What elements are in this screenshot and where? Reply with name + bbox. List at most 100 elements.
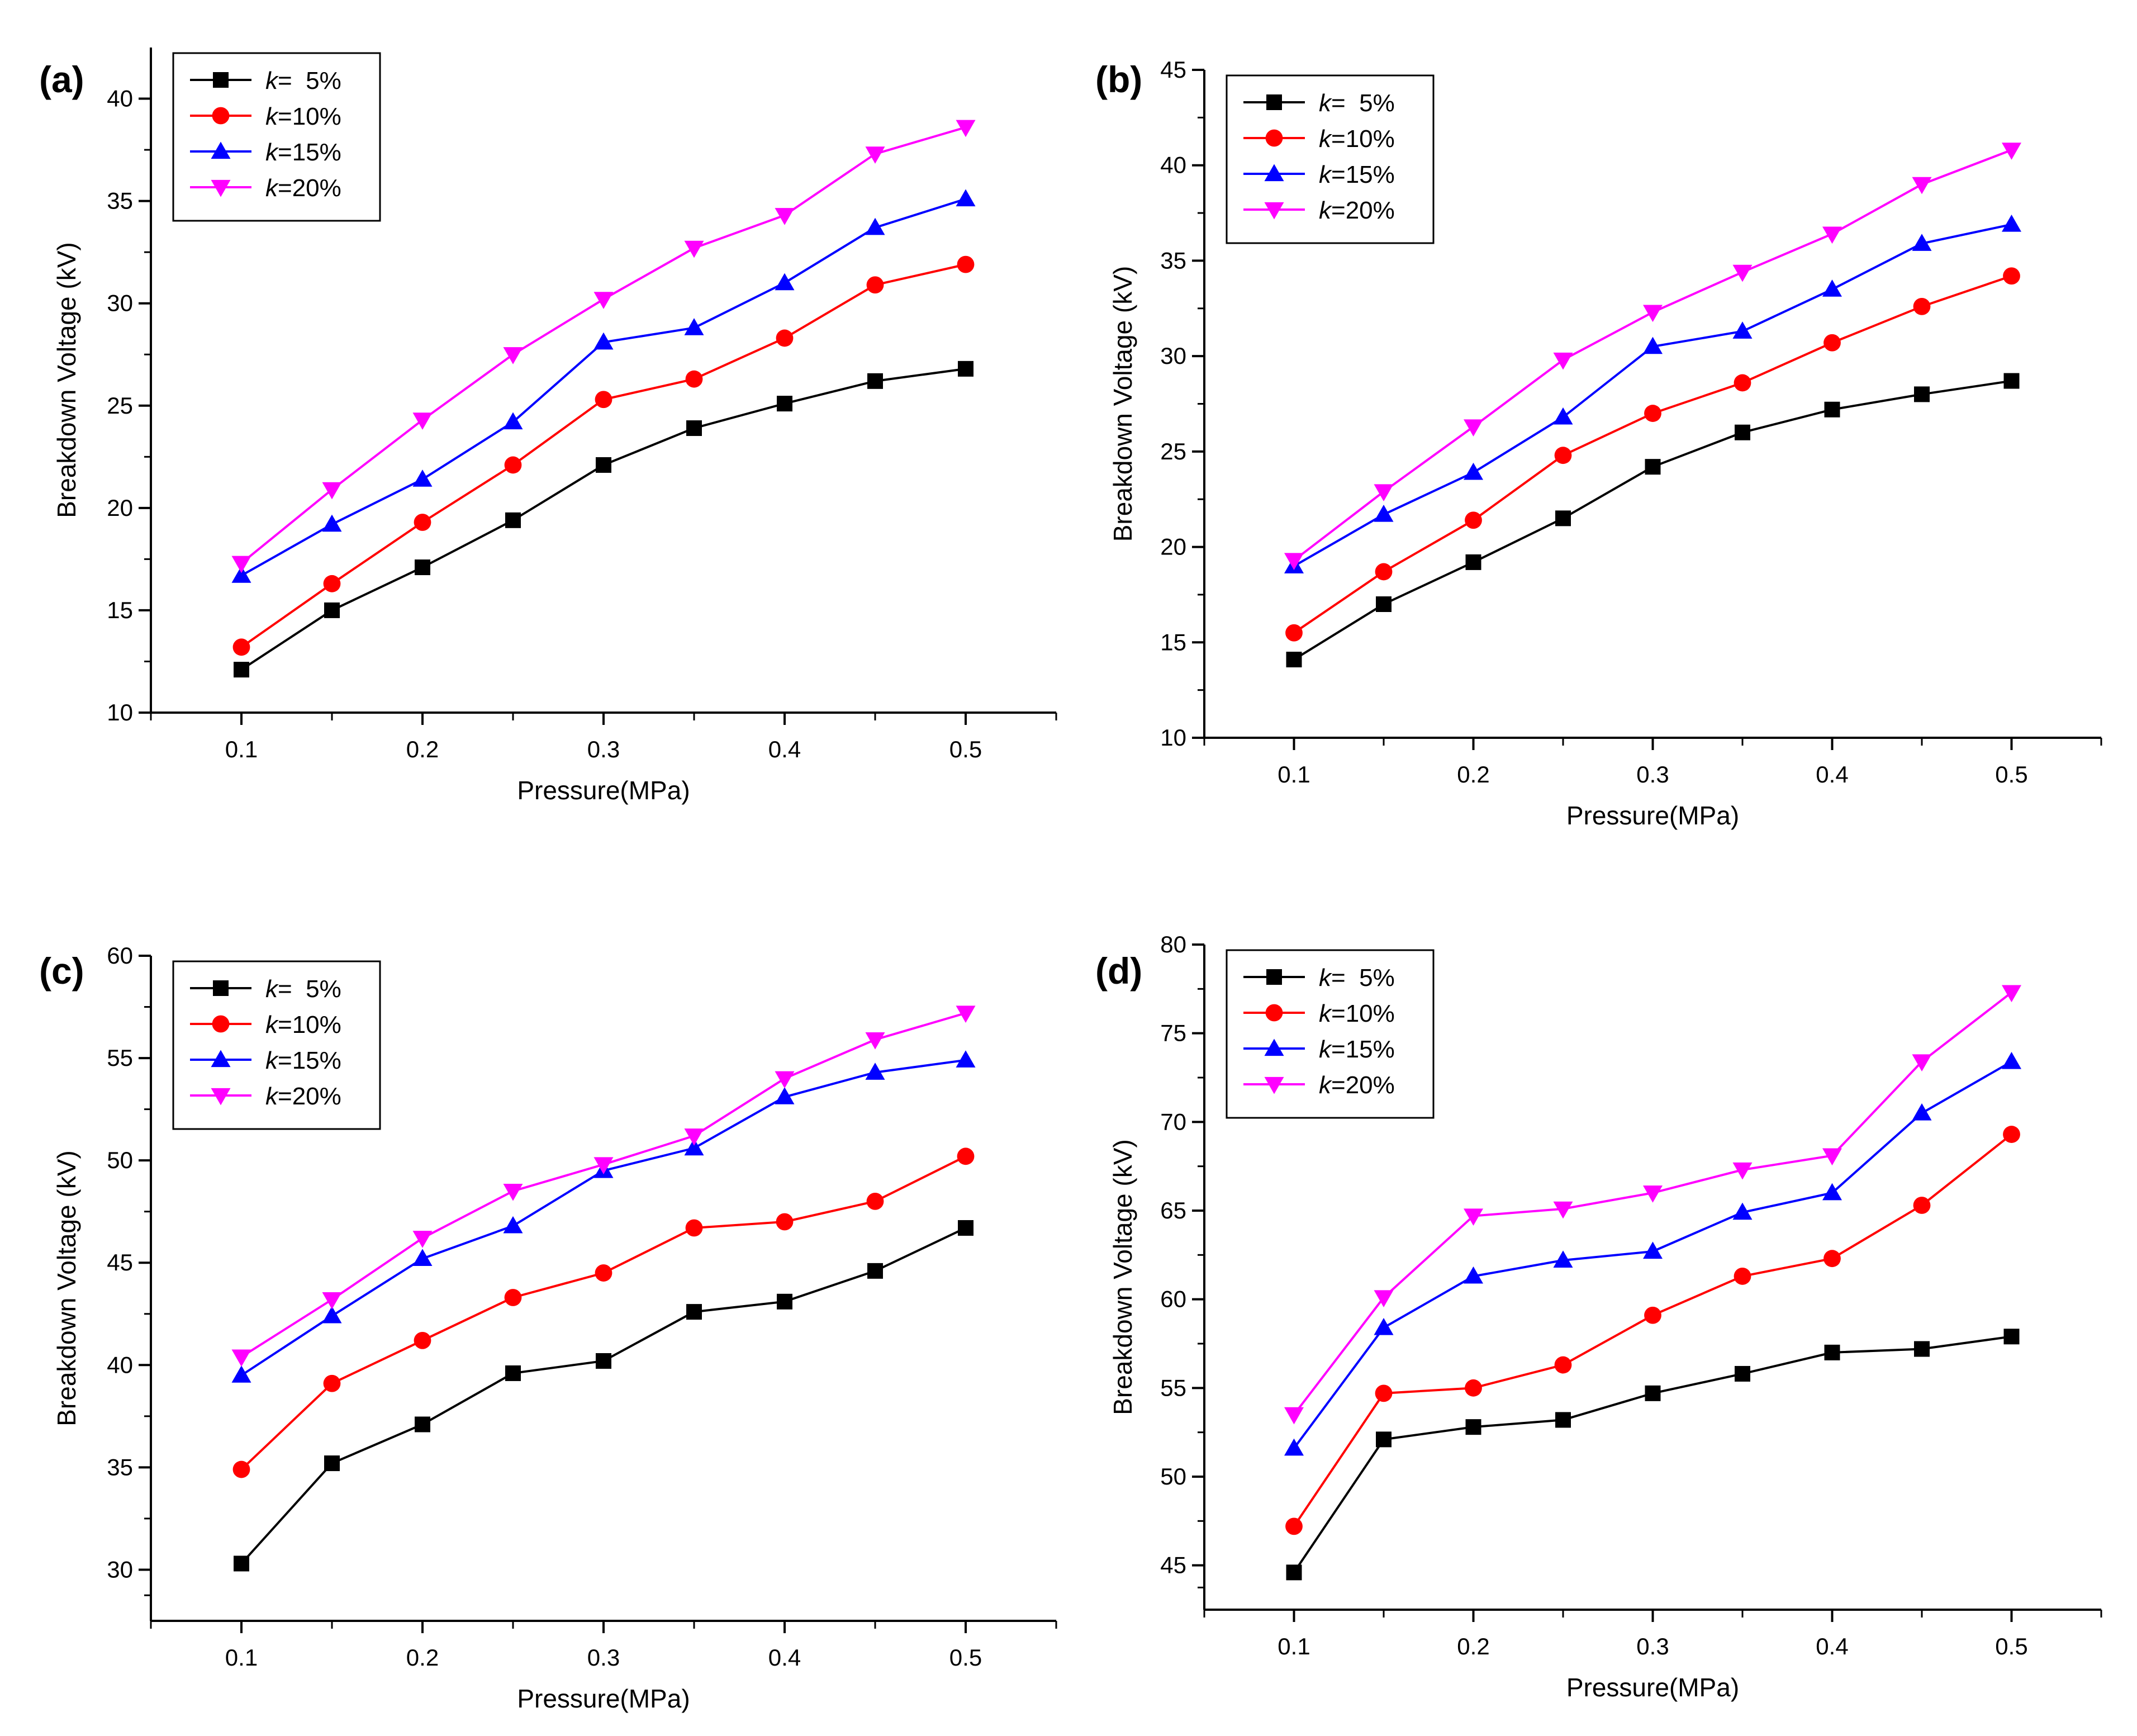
- data-point: [956, 1050, 976, 1068]
- data-point: [1553, 1201, 1573, 1219]
- legend-entry: k=15%: [190, 139, 341, 166]
- y-tick-label: 25: [1160, 438, 1186, 464]
- data-point: [686, 1304, 702, 1320]
- legend-label: k=15%: [265, 139, 341, 166]
- data-point: [412, 469, 433, 487]
- data-point: [1374, 505, 1394, 522]
- legend-label: k= 5%: [265, 67, 341, 94]
- data-point: [1913, 1197, 1931, 1214]
- legend-marker: [211, 141, 231, 159]
- x-tick-label: 0.5: [1995, 1633, 2027, 1659]
- legend: k= 5% k=10% k=15% k=20%: [172, 960, 381, 1130]
- data-point: [1823, 1250, 1841, 1268]
- data-point: [866, 276, 884, 294]
- data-point: [232, 1460, 250, 1478]
- data-point: [234, 1555, 249, 1572]
- data-point: [1734, 374, 1751, 392]
- data-point: [323, 575, 341, 592]
- y-tick-label: 35: [107, 188, 133, 214]
- x-tick-label: 0.2: [406, 1644, 439, 1671]
- data-point: [2003, 267, 2020, 285]
- series-1: [234, 1220, 973, 1572]
- data-point: [415, 1416, 430, 1433]
- legend-entry: k=20%: [190, 174, 341, 202]
- data-point: [1643, 336, 1663, 354]
- data-point: [2002, 1051, 2021, 1069]
- y-tick-label: 25: [107, 392, 133, 419]
- y-tick-label: 10: [1160, 724, 1186, 751]
- y-tick-label: 30: [107, 290, 133, 316]
- data-point: [685, 1219, 703, 1237]
- y-tick-label: 10: [107, 699, 133, 725]
- panel-label: (d): [1095, 950, 1142, 992]
- legend-label: k=20%: [265, 174, 341, 202]
- x-axis-label: Pressure(MPa): [1566, 801, 1739, 830]
- y-tick-label: 80: [1160, 931, 1186, 957]
- series-4: [1284, 985, 2021, 1425]
- legend-label: k=10%: [265, 1011, 341, 1038]
- data-point: [2002, 215, 2021, 232]
- data-point: [866, 1192, 884, 1210]
- data-point: [776, 329, 794, 347]
- data-point: [414, 514, 431, 531]
- legend-entry: k=10%: [1243, 125, 1395, 153]
- x-axis-label: Pressure(MPa): [1566, 1673, 1739, 1702]
- legend-label: k=20%: [1319, 197, 1395, 224]
- x-tick-label: 0.1: [225, 736, 258, 762]
- legend-marker: [212, 107, 230, 125]
- data-point: [1286, 1564, 1302, 1581]
- data-point: [686, 420, 702, 437]
- chart-panel-4: 45 50 55 60 65 70 75 80 0.1 0.2 0.3 0.4 0.5 Pressure(…: [1095, 931, 2102, 1702]
- data-point: [1643, 305, 1663, 322]
- data-point: [1732, 1162, 1753, 1180]
- legend-marker: [211, 1050, 231, 1068]
- y-tick-label: 15: [1160, 629, 1186, 655]
- data-point: [2002, 985, 2021, 1003]
- series-2: [1285, 267, 2020, 642]
- data-point: [322, 1306, 342, 1324]
- data-point: [1732, 264, 1753, 282]
- data-point: [1554, 1356, 1572, 1374]
- y-tick-label: 15: [107, 597, 133, 623]
- data-point: [957, 255, 975, 273]
- data-point: [2002, 143, 2021, 160]
- data-point: [324, 602, 340, 618]
- data-point: [1465, 1379, 1482, 1397]
- legend-label: k= 5%: [265, 975, 341, 1003]
- data-point: [685, 370, 703, 388]
- data-point: [867, 1263, 883, 1279]
- data-point: [1284, 1438, 1304, 1456]
- legend-entry: k= 5%: [1243, 89, 1395, 117]
- data-point: [1555, 1412, 1571, 1428]
- chart-panel-1: 10 15 20 25 30 35 40 0.1 0.2 0.3 0.4 0.5 Pressure(MP…: [39, 48, 1057, 805]
- data-point: [775, 208, 795, 225]
- data-point: [415, 559, 430, 576]
- chart-panel-3: 30 35 40 45 50 55 60 0.1 0.2 0.3 0.4 0.5 Pressure(MP…: [39, 942, 1057, 1713]
- legend-marker: [1264, 1076, 1284, 1094]
- data-point: [1465, 511, 1482, 529]
- data-point: [1376, 1431, 1392, 1448]
- y-tick-label: 35: [1160, 247, 1186, 273]
- data-point: [865, 217, 885, 235]
- data-point: [1464, 1266, 1483, 1284]
- data-point: [1465, 1419, 1481, 1435]
- data-point: [595, 391, 612, 409]
- data-point: [324, 1455, 340, 1472]
- legend-marker: [213, 72, 229, 88]
- data-point: [1912, 177, 1932, 195]
- series-3: [1284, 215, 2021, 573]
- y-axis-label: Breakdown Voltage (kV): [52, 1150, 81, 1426]
- data-point: [1553, 407, 1573, 425]
- legend-entry: k=10%: [190, 103, 341, 130]
- data-point: [412, 412, 433, 430]
- legend-entry: k= 5%: [190, 67, 341, 94]
- legend-label: k=10%: [265, 103, 341, 130]
- data-point: [1644, 1306, 1661, 1324]
- y-tick-label: 60: [1160, 1286, 1186, 1312]
- data-point: [1286, 652, 1302, 668]
- data-point: [1464, 1208, 1483, 1226]
- legend-label: k=15%: [1319, 161, 1395, 188]
- data-point: [504, 456, 522, 474]
